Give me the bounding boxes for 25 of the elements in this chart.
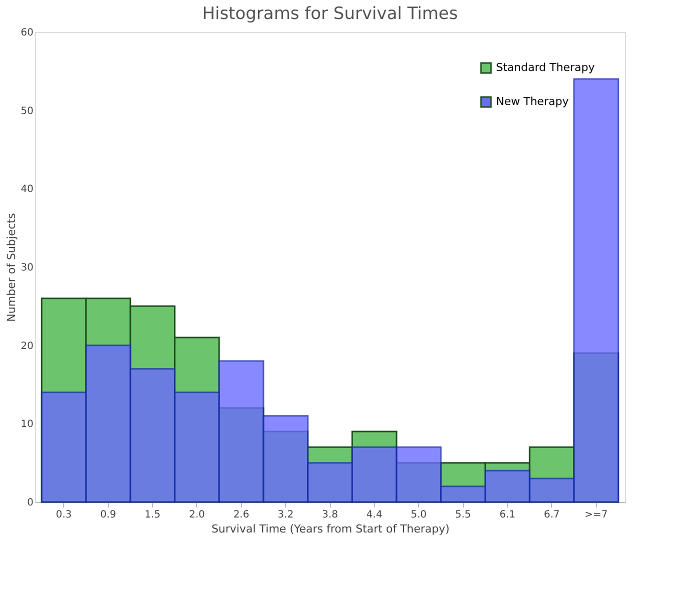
y-axis-title: Number of Subjects — [4, 212, 18, 322]
x-tick-label: 6.7 — [544, 510, 560, 520]
y-tick-label: 60 — [20, 28, 34, 38]
x-tick-label: 3.8 — [322, 510, 338, 520]
y-tick-label: 40 — [20, 184, 34, 196]
x-tick-label: 2.0 — [188, 510, 205, 520]
x-axis-title: Survival Time (Years from Start of Therapy) — [211, 522, 450, 536]
legend-label: Standard Therapy — [496, 61, 596, 74]
x-tick-label: 4.4 — [366, 510, 382, 520]
x-tick-label: >=7 — [584, 510, 608, 520]
y-tick-label: 50 — [20, 106, 34, 117]
x-tick-label: 3.2 — [278, 510, 294, 520]
x-tick-label: 0.9 — [100, 510, 116, 520]
x-tick-label: 1.5 — [144, 510, 161, 520]
y-tick-label: 30 — [20, 262, 34, 274]
x-tick-label: 5.0 — [410, 510, 427, 520]
x-tick-label: 2.6 — [233, 510, 250, 520]
y-tick-label: 10 — [20, 419, 34, 430]
x-tick-label: 5.5 — [455, 510, 472, 520]
x-tick-label: 6.1 — [499, 510, 516, 520]
y-tick-label: 0 — [27, 498, 34, 508]
chart-title: Histograms for Survival Times — [202, 4, 458, 24]
x-tick-label: 0.3 — [56, 510, 72, 520]
y-tick-label: 20 — [20, 340, 34, 352]
legend-label: New Therapy — [496, 95, 570, 108]
